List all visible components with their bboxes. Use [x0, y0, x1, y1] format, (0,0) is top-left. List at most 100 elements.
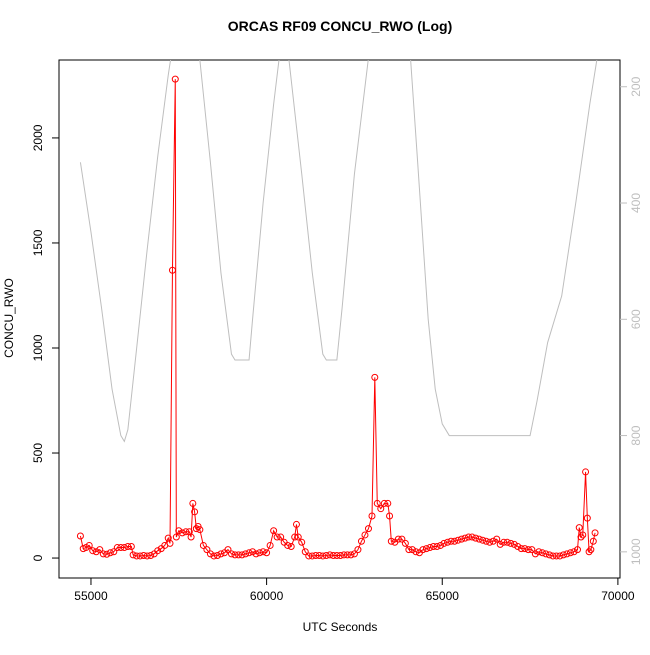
data-point — [245, 549, 253, 557]
plot-area — [76, 60, 599, 560]
data-point — [178, 529, 186, 537]
data-point — [545, 551, 553, 559]
data-point — [531, 550, 539, 558]
data-point — [294, 533, 302, 541]
x-tick-label: 65000 — [426, 589, 460, 603]
data-point — [110, 548, 118, 556]
data-point — [210, 552, 218, 560]
data-point — [166, 539, 174, 547]
data-point — [559, 551, 567, 559]
data-point — [277, 533, 285, 541]
data-point — [387, 537, 395, 545]
data-point — [133, 552, 141, 560]
data-point — [187, 533, 195, 541]
data-point — [412, 548, 420, 556]
data-point — [129, 551, 137, 559]
y-tick-label: 1500 — [31, 229, 45, 256]
data-point — [514, 542, 522, 550]
data-point — [573, 546, 581, 554]
data-point — [556, 552, 564, 560]
data-point — [384, 499, 392, 507]
data-point — [549, 552, 557, 560]
data-point — [493, 535, 501, 543]
data-point — [96, 546, 104, 554]
data-point — [140, 552, 148, 560]
data-point — [199, 541, 207, 549]
data-point — [591, 529, 599, 537]
data-point — [252, 550, 260, 558]
data-point — [454, 536, 462, 544]
data-point — [585, 548, 593, 556]
data-point — [171, 75, 179, 83]
data-point — [192, 525, 200, 533]
y2-tick-label: 1000 — [629, 538, 643, 565]
data-point — [336, 552, 344, 560]
data-point — [287, 542, 295, 550]
data-point — [213, 552, 221, 560]
y2-tick-label: 800 — [629, 425, 643, 445]
data-point — [447, 537, 455, 545]
data-point — [256, 549, 264, 557]
data-point — [113, 544, 121, 552]
data-point — [235, 551, 243, 559]
data-point — [475, 535, 483, 543]
data-point — [343, 551, 351, 559]
data-point — [270, 527, 278, 535]
data-point — [326, 551, 334, 559]
data-point — [583, 514, 591, 522]
data-point — [249, 548, 257, 556]
data-point — [373, 499, 381, 507]
data-point — [535, 548, 543, 556]
data-point — [329, 552, 337, 560]
data-point — [451, 537, 459, 545]
data-point — [496, 540, 504, 548]
data-point — [408, 546, 416, 554]
y-tick-label: 2000 — [31, 124, 45, 151]
data-point — [489, 537, 497, 545]
data-point — [308, 552, 316, 560]
plot-frame — [58, 59, 621, 579]
data-point — [196, 526, 204, 534]
y-tick-label: 500 — [31, 443, 45, 463]
data-point — [479, 536, 487, 544]
data-point — [224, 546, 232, 554]
data-point — [361, 531, 369, 539]
data-point — [542, 550, 550, 558]
data-point — [143, 552, 151, 560]
data-point — [89, 547, 97, 555]
data-point — [136, 552, 144, 560]
data-point — [577, 533, 585, 541]
data-point — [486, 538, 494, 546]
data-point — [528, 546, 536, 554]
data-point — [398, 535, 406, 543]
data-point — [147, 552, 155, 560]
data-point — [259, 548, 267, 556]
y-tick-label: 1000 — [31, 334, 45, 361]
data-point — [433, 542, 441, 550]
data-point — [566, 549, 574, 557]
data-point — [589, 537, 597, 545]
data-point — [217, 550, 225, 558]
data-point — [273, 533, 281, 541]
data-point — [117, 544, 125, 552]
y2-tick-label: 600 — [629, 309, 643, 329]
data-point — [482, 537, 490, 545]
series-line — [79, 79, 596, 557]
data-point — [368, 512, 376, 520]
data-point — [377, 505, 385, 513]
x-tick-label: 60000 — [250, 589, 284, 603]
chart-title: ORCAS RF09 CONCU_RWO (Log) — [228, 18, 453, 34]
data-point — [92, 548, 100, 556]
data-point — [124, 542, 132, 550]
data-point — [500, 538, 508, 546]
data-point — [333, 552, 341, 560]
data-point — [172, 533, 180, 541]
data-point — [579, 531, 587, 539]
x-tick-label: 55000 — [74, 589, 108, 603]
data-point — [503, 538, 511, 546]
data-point — [227, 550, 235, 558]
data-point — [168, 266, 176, 274]
data-point — [301, 548, 309, 556]
series-line — [79, 60, 598, 443]
